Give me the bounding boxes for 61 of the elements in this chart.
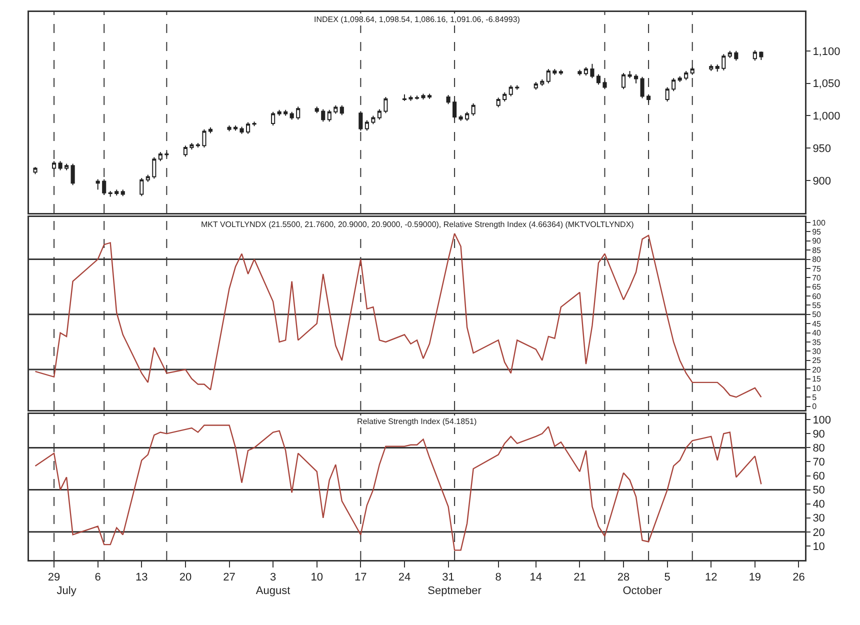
y-tick-label: 1,100 (812, 46, 840, 58)
x-tick-label: 12 (705, 572, 718, 584)
y-tick-label: 20 (812, 365, 822, 374)
y-tick-label: 1,000 (812, 110, 840, 123)
x-tick-label: 14 (530, 572, 542, 584)
chart-title: Relative Strength Index (54.1851) (357, 417, 477, 426)
y-tick-label: 75 (812, 264, 822, 274)
x2-tick-label: August (256, 585, 290, 597)
x-tick-label: 31 (442, 572, 454, 584)
x2-tick-label: July (56, 585, 77, 597)
y-tick-label: 1,050 (812, 78, 840, 90)
y-tick-label: 30 (812, 512, 825, 525)
y-tick-label: 60 (812, 470, 825, 483)
y-tick-label: 50 (812, 484, 825, 497)
y-tick-label: 70 (812, 456, 825, 469)
x-tick-label: 20 (179, 572, 192, 584)
y-tick-label: 80 (812, 442, 825, 455)
y-tick-label: 20 (812, 526, 825, 539)
chart-title: INDEX (1,098.64, 1,098.54, 1,086.16, 1,091.06, -6.84993) (314, 15, 520, 24)
y-tick-label: 80 (812, 255, 822, 264)
x-tick-label: 3 (270, 572, 276, 584)
y-tick-label: 30 (812, 346, 822, 356)
y-tick-label: 15 (812, 374, 822, 384)
y-tick-label: 50 (812, 310, 822, 320)
x-tick-label: 10 (310, 572, 323, 584)
y-tick-label: 90 (812, 428, 825, 440)
x-tick-label: 28 (617, 572, 630, 584)
y-tick-label: 100 (812, 218, 826, 228)
y-tick-label: 55 (812, 301, 822, 310)
x-tick-label: 13 (136, 572, 148, 584)
x-tick-label: 5 (664, 572, 670, 584)
y-tick-label: 35 (812, 338, 822, 347)
x2-tick-label: October (622, 585, 662, 597)
y-tick-label: 40 (812, 328, 822, 338)
y-tick-label: 95 (812, 228, 822, 236)
y-tick-label: 40 (812, 498, 825, 511)
y-tick-label: 900 (812, 175, 832, 188)
x-tick-label: 8 (495, 572, 502, 584)
x-tick-label: 26 (792, 572, 805, 584)
y-tick-label: 60 (812, 292, 822, 301)
x2-tick-label: Septmeber (428, 585, 482, 597)
x-tick-label: 27 (223, 572, 236, 584)
y-tick-label: 85 (812, 246, 822, 255)
y-tick-label: 70 (812, 273, 822, 282)
x-tick-label: 29 (48, 572, 60, 584)
x-tick-label: 24 (398, 572, 411, 584)
y-tick-label: 90 (812, 236, 822, 246)
y-tick-label: 950 (812, 143, 832, 156)
y-tick-label: 10 (812, 384, 822, 393)
y-tick-label: 5 (812, 392, 818, 402)
y-tick-label: 0 (812, 402, 818, 412)
x-tick-label: 6 (94, 572, 101, 584)
y-tick-label: 65 (812, 282, 822, 292)
chart-title: MKT VOLTLYNDX (21.5500, 21.7600, 20.9000, 20.9000, -0.59000), Relative Strength Index (4.66364) (MKTVOLTLYNDX) (201, 220, 634, 229)
x-tick-label: 17 (354, 572, 367, 584)
x-tick-label: 21 (574, 572, 586, 584)
y-tick-label: 10 (812, 540, 825, 553)
y-tick-label: 100 (812, 414, 832, 426)
x-tick-label: 19 (748, 572, 762, 584)
y-tick-label: 25 (812, 356, 822, 366)
y-tick-label: 45 (812, 319, 822, 328)
